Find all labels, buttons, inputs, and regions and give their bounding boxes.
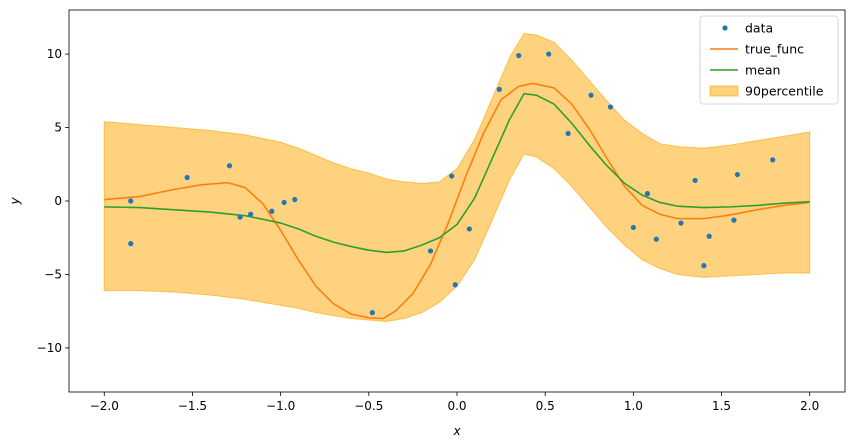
data-point	[184, 174, 190, 181]
data-point	[607, 104, 614, 110]
band-90percentile	[103, 32, 811, 322]
data-point	[369, 310, 375, 316]
data-point	[546, 51, 552, 57]
y-tick-label: 0	[54, 194, 62, 208]
series-line-mean	[104, 92, 810, 254]
y-tick-label: 5	[54, 121, 62, 135]
legend-marker-data	[722, 25, 728, 31]
legend-label-mean: mean	[745, 63, 780, 78]
data-point	[281, 199, 287, 206]
data-point	[237, 214, 243, 220]
x-tick-label: 1.5	[712, 399, 731, 413]
data-point	[516, 52, 522, 59]
data-point	[731, 217, 737, 223]
data-point	[452, 282, 458, 288]
data-point	[128, 241, 134, 247]
data-point	[248, 211, 254, 217]
y-tick-label: 10	[47, 47, 62, 61]
legend-frame	[699, 15, 839, 105]
data-point	[678, 220, 684, 226]
data-point	[292, 196, 298, 203]
data-point	[427, 248, 434, 254]
plot-area	[103, 32, 811, 322]
data-point	[770, 157, 776, 163]
data-point	[701, 263, 707, 269]
y-axis-label: y	[8, 197, 22, 206]
x-axis-label: x	[452, 424, 461, 438]
data-point	[466, 226, 472, 232]
data-point	[588, 92, 594, 98]
data-point	[269, 208, 275, 214]
legend-label-true-func: true_func	[745, 42, 804, 57]
series-line-true-func	[104, 82, 810, 320]
x-axis: −2.0 −1.5 −1.0 −0.5 0.0 0.5 1.0 1.5 2.0	[90, 392, 819, 413]
data-point	[692, 177, 698, 184]
y-axis: −10 −5 0 5 10	[37, 47, 69, 355]
x-tick-label: 1.0	[624, 399, 643, 413]
legend-swatch-90percentile	[709, 85, 739, 97]
data-point	[734, 171, 741, 178]
x-tick-label: 0.5	[536, 399, 555, 413]
x-tick-label: −1.5	[178, 399, 207, 413]
x-tick-label: 0.0	[447, 399, 466, 413]
data-point	[128, 198, 134, 204]
data-point	[449, 173, 455, 179]
data-point	[653, 236, 659, 242]
data-point	[565, 130, 571, 137]
data-point	[706, 233, 712, 239]
legend-label-90percentile: 90percentile	[745, 84, 824, 99]
data-point	[496, 86, 502, 92]
data-point	[630, 224, 636, 231]
x-tick-label: −2.0	[90, 399, 119, 413]
y-tick-label: −10	[37, 341, 62, 355]
data-point	[226, 163, 233, 169]
x-tick-label: 2.0	[800, 399, 819, 413]
legend-label-data: data	[745, 21, 773, 36]
x-tick-label: −1.0	[266, 399, 295, 413]
data-point	[644, 191, 651, 197]
y-tick-label: −5	[44, 267, 62, 281]
x-tick-label: −0.5	[354, 399, 383, 413]
